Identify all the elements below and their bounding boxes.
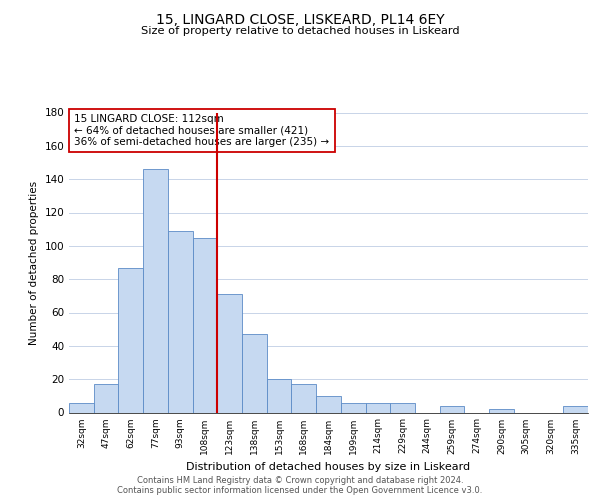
Bar <box>341 402 365 412</box>
Y-axis label: Number of detached properties: Number of detached properties <box>29 180 39 344</box>
Text: 15 LINGARD CLOSE: 112sqm
← 64% of detached houses are smaller (421)
36% of semi-: 15 LINGARD CLOSE: 112sqm ← 64% of detach… <box>74 114 329 147</box>
Bar <box>390 402 415 412</box>
Bar <box>267 379 292 412</box>
Bar <box>69 402 94 412</box>
X-axis label: Distribution of detached houses by size in Liskeard: Distribution of detached houses by size … <box>187 462 470 472</box>
Bar <box>143 169 168 412</box>
Bar <box>242 334 267 412</box>
Bar <box>94 384 118 412</box>
Bar <box>193 238 217 412</box>
Text: Contains HM Land Registry data © Crown copyright and database right 2024.
Contai: Contains HM Land Registry data © Crown c… <box>118 476 482 495</box>
Bar <box>365 402 390 412</box>
Bar <box>316 396 341 412</box>
Bar <box>489 409 514 412</box>
Bar <box>563 406 588 412</box>
Bar <box>440 406 464 412</box>
Text: Size of property relative to detached houses in Liskeard: Size of property relative to detached ho… <box>140 26 460 36</box>
Bar <box>118 268 143 412</box>
Text: 15, LINGARD CLOSE, LISKEARD, PL14 6EY: 15, LINGARD CLOSE, LISKEARD, PL14 6EY <box>155 12 445 26</box>
Bar <box>217 294 242 412</box>
Bar <box>168 231 193 412</box>
Bar <box>292 384 316 412</box>
